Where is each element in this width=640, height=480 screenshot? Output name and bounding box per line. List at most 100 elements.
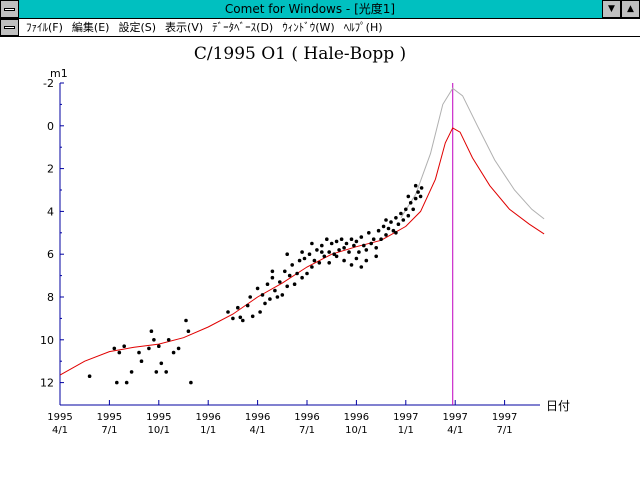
x-tick-year: 1996 xyxy=(344,412,369,423)
x-tick-year: 1995 xyxy=(47,412,72,423)
observation-point xyxy=(359,235,364,239)
observation-point xyxy=(325,237,329,241)
observation-point xyxy=(367,231,371,235)
observation-point xyxy=(337,248,341,252)
observation-point xyxy=(344,241,349,246)
observation-point xyxy=(399,211,403,216)
observation-point xyxy=(322,254,327,259)
observation-point xyxy=(241,318,245,323)
observation-point xyxy=(357,250,361,254)
x-tick-date: 7/1 xyxy=(101,425,117,436)
observation-point xyxy=(418,194,423,199)
minimize-button[interactable]: ▼ xyxy=(602,0,621,18)
menu-help[interactable]: ﾍﾙﾌﾟ(H) xyxy=(343,21,383,34)
y-tick-label: 2 xyxy=(47,163,54,176)
chart-series xyxy=(59,83,545,405)
observation-point xyxy=(300,250,304,254)
menu-settings[interactable]: 設定(S) xyxy=(118,21,157,34)
menu-database[interactable]: ﾃﾞｰﾀﾍﾞｰｽ(D) xyxy=(212,21,274,34)
observation-point xyxy=(384,233,388,237)
observation-point xyxy=(245,303,250,308)
observation-point xyxy=(285,284,290,289)
observation-point xyxy=(312,258,317,263)
menu-file[interactable]: ﾌｧｲﾙ(F) xyxy=(26,21,63,34)
observation-point xyxy=(302,256,307,261)
observation-point xyxy=(278,280,282,284)
menu-edit[interactable]: 編集(E) xyxy=(71,21,110,34)
y-tick-label: 12 xyxy=(40,377,54,390)
x-tick-year: 1996 xyxy=(195,412,220,423)
observation-point xyxy=(320,243,324,248)
observation-point xyxy=(369,241,374,246)
observation-point xyxy=(87,374,92,379)
observation-point xyxy=(406,194,411,199)
observation-point xyxy=(287,273,292,278)
observation-point xyxy=(419,186,424,190)
upper_curve-line xyxy=(400,87,545,220)
observation-point xyxy=(260,293,265,297)
observation-point xyxy=(275,295,280,299)
maximize-button[interactable]: ▲ xyxy=(621,0,640,18)
observation-point xyxy=(258,310,262,314)
observation-point xyxy=(362,243,366,248)
up-triangle-icon: ▲ xyxy=(627,4,634,14)
observation-point xyxy=(139,359,144,364)
observation-point xyxy=(122,344,126,349)
y-tick-label: 8 xyxy=(47,291,54,304)
observation-point xyxy=(332,252,337,256)
observation-point xyxy=(186,329,191,334)
observation-point xyxy=(371,237,376,241)
observation-point xyxy=(270,269,275,274)
observation-point xyxy=(347,250,351,254)
x-tick-year: 1996 xyxy=(294,412,319,423)
observation-point xyxy=(297,258,302,263)
observation-point xyxy=(394,231,398,235)
menu-view[interactable]: 表示(V) xyxy=(165,21,204,34)
window-titlebar: Comet for Windows - [光度1] ▼ ▲ xyxy=(0,0,640,19)
observation-point xyxy=(292,282,297,286)
observation-point xyxy=(411,207,416,212)
observation-point xyxy=(391,228,396,233)
observation-point xyxy=(354,256,359,261)
observation-point xyxy=(231,316,235,321)
chart-ticks: -2 0 2 4 6 8 10 12 1995 4/1 1995 7/1 1995 10/1 1996 1/1… xyxy=(40,77,517,436)
observation-point xyxy=(334,239,339,244)
observation-point xyxy=(149,329,154,334)
observation-point xyxy=(334,254,339,259)
predicted_curve-line xyxy=(59,127,545,376)
observation-point xyxy=(117,350,122,355)
observation-point xyxy=(255,286,260,291)
observation-point xyxy=(129,370,134,374)
x-tick-date: 4/1 xyxy=(250,425,266,436)
observation-point xyxy=(124,380,129,385)
observation-point xyxy=(166,338,171,342)
observation-point xyxy=(137,350,141,355)
observation-point xyxy=(317,261,322,265)
light-curve-chart: C/1995 O1 ( Hale-Bopp ) m1 日付 -2 0 2 4 6 8 10 1… xyxy=(40,44,570,436)
observation-point xyxy=(154,370,159,374)
y-axis-label: m1 xyxy=(50,67,68,80)
system-menu-icon xyxy=(4,8,15,11)
x-tick-date: 10/1 xyxy=(148,425,170,436)
observation-point xyxy=(416,190,420,194)
observation-point xyxy=(265,282,270,286)
x-tick-year: 1997 xyxy=(442,412,467,423)
observation-point xyxy=(283,269,287,274)
observation-point xyxy=(374,254,379,259)
observation-point xyxy=(300,275,304,280)
observation-point xyxy=(413,196,418,201)
observation-point xyxy=(354,239,359,244)
observation-point xyxy=(401,218,406,222)
observation-point xyxy=(115,380,119,385)
y-tick-label: 4 xyxy=(47,205,54,218)
observation-point xyxy=(408,201,413,205)
y-tick-label: 6 xyxy=(47,248,54,261)
x-tick-year: 1995 xyxy=(146,412,171,423)
observation-point xyxy=(389,220,393,224)
document-system-menu-button[interactable] xyxy=(0,19,19,36)
observation-point xyxy=(112,346,117,351)
system-menu-button[interactable] xyxy=(0,0,19,18)
observation-point xyxy=(157,344,161,349)
menu-window[interactable]: ｳｨﾝﾄﾞｳ(W) xyxy=(282,21,335,34)
x-tick-year: 1997 xyxy=(492,412,517,423)
